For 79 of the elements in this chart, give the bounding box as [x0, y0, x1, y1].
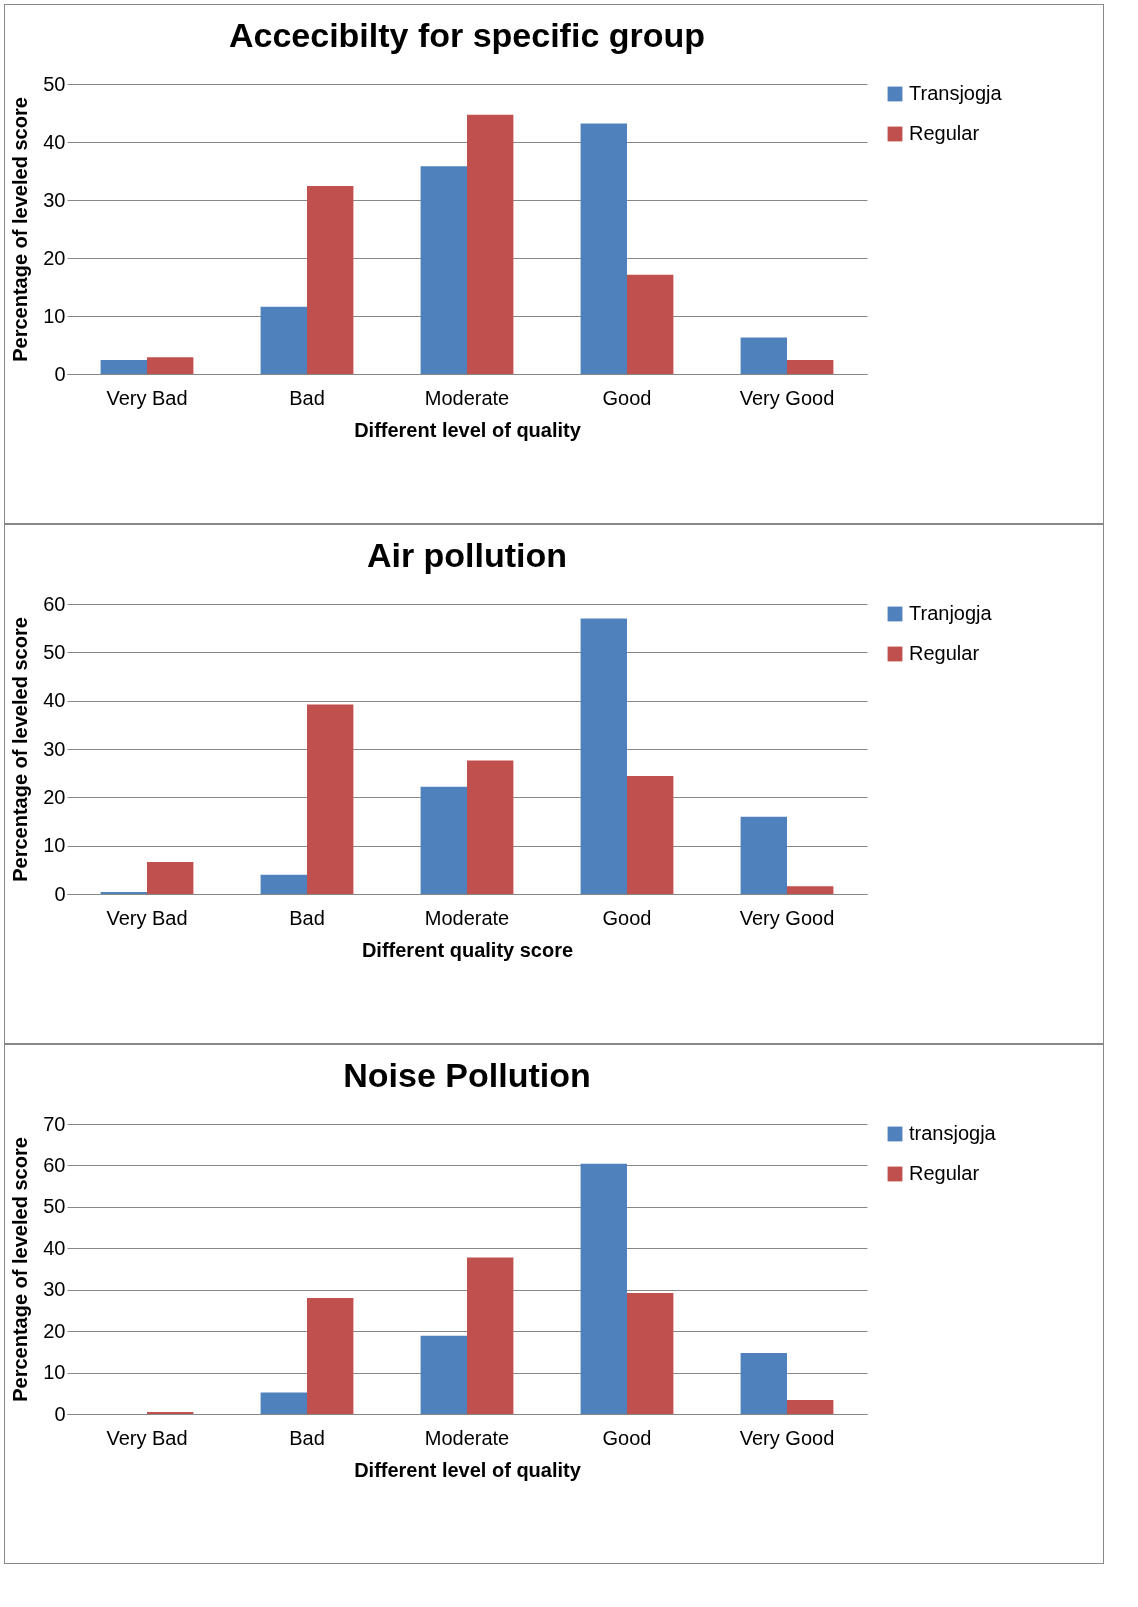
bar — [260, 306, 307, 374]
bar — [307, 186, 354, 374]
x-tick-label: Good — [602, 386, 652, 409]
bar — [580, 1163, 627, 1414]
x-tick-label: Very Good — [739, 906, 835, 929]
x-axis-title: Different quality score — [361, 938, 574, 961]
y-tick-label: 30 — [43, 188, 66, 211]
bar — [580, 123, 627, 374]
y-tick-label: 30 — [43, 1278, 66, 1301]
y-tick-label: 0 — [54, 1402, 66, 1425]
y-tick-label: 40 — [43, 1236, 66, 1259]
y-tick-label: 50 — [43, 640, 66, 663]
x-tick-label: Very Bad — [106, 386, 188, 409]
bar — [420, 1335, 467, 1414]
legend-label: Transjogja — [909, 82, 1003, 104]
bar — [420, 166, 467, 374]
x-tick-label: Bad — [289, 386, 325, 409]
y-tick-label: 40 — [43, 130, 66, 153]
bar — [307, 704, 354, 894]
bar — [467, 114, 514, 374]
legend-label: transjogja — [909, 1122, 997, 1144]
chart-title: Noise Pollution — [343, 1056, 591, 1094]
legend-label: Regular — [909, 122, 980, 144]
x-tick-label: Very Good — [739, 386, 835, 409]
bar — [787, 360, 834, 374]
y-axis-title: Percentage of leveled score — [9, 97, 32, 362]
x-tick-label: Bad — [289, 906, 325, 929]
bar — [100, 360, 147, 374]
y-tick-label: 10 — [43, 834, 66, 857]
y-tick-label: 40 — [43, 689, 66, 712]
y-axis-title: Percentage of leveled score — [9, 1137, 32, 1402]
bar — [627, 1293, 674, 1414]
x-tick-label: Very Bad — [106, 906, 188, 929]
x-tick-label: Moderate — [424, 906, 510, 929]
bar — [740, 1353, 787, 1414]
legend-label: Regular — [909, 1162, 980, 1184]
bar — [467, 1257, 514, 1414]
x-axis-title: Different level of quality — [354, 418, 582, 441]
legend-label: Regular — [909, 642, 980, 664]
chart-title: Air pollution — [366, 536, 568, 574]
bar — [260, 1392, 307, 1414]
bar — [740, 337, 787, 374]
y-tick-label: 10 — [43, 1361, 66, 1384]
bar — [307, 1298, 354, 1414]
x-tick-label: Moderate — [424, 386, 510, 409]
bar — [740, 816, 787, 894]
y-tick-label: 50 — [43, 72, 66, 95]
y-tick-label: 60 — [43, 592, 66, 615]
x-axis-title: Different level of quality — [354, 1458, 582, 1481]
bar — [260, 874, 307, 894]
bar — [787, 886, 834, 894]
bar — [787, 1399, 834, 1414]
y-tick-label: 30 — [43, 737, 66, 760]
bar — [627, 274, 674, 374]
y-tick-label: 60 — [43, 1153, 66, 1176]
x-tick-label: Moderate — [424, 1426, 510, 1449]
y-tick-label: 10 — [43, 304, 66, 327]
bar — [147, 1411, 194, 1414]
x-tick-label: Good — [602, 906, 652, 929]
y-tick-label: 70 — [43, 1112, 66, 1135]
bar — [147, 357, 194, 374]
x-tick-label: Very Bad — [106, 1426, 188, 1449]
y-tick-label: 0 — [54, 362, 66, 385]
y-tick-label: 20 — [43, 785, 66, 808]
y-axis-title: Percentage of leveled score — [9, 617, 32, 882]
x-tick-label: Very Good — [739, 1426, 835, 1449]
y-tick-label: 20 — [43, 246, 66, 269]
chart-title: Accecibilty for specific group — [228, 16, 706, 54]
bar — [580, 618, 627, 894]
bar — [420, 786, 467, 894]
legend-label: Tranjogja — [909, 602, 993, 624]
y-tick-label: 20 — [43, 1319, 66, 1342]
y-tick-label: 0 — [54, 882, 66, 905]
bar — [627, 776, 674, 894]
bar — [467, 760, 514, 894]
bar — [147, 862, 194, 894]
x-tick-label: Good — [602, 1426, 652, 1449]
y-tick-label: 50 — [43, 1195, 66, 1218]
x-tick-label: Bad — [289, 1426, 325, 1449]
